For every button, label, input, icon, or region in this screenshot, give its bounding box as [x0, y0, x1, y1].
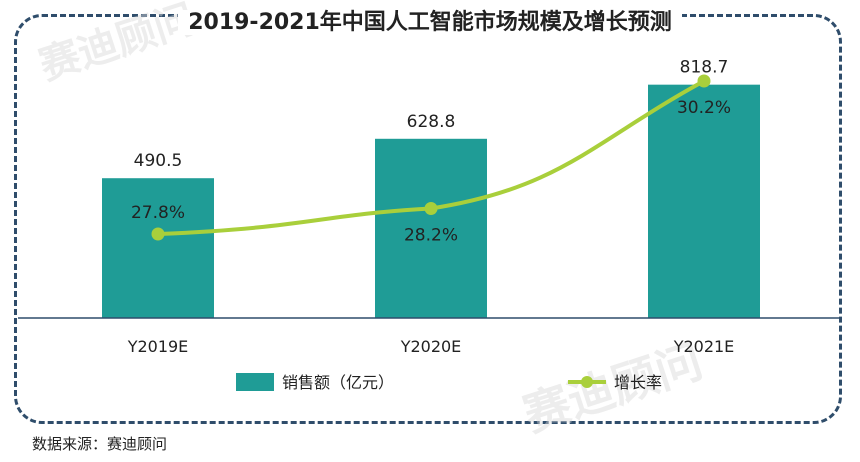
bar-value-label: 628.8 — [407, 112, 456, 132]
chart-title: 2019-2021年中国人工智能市场规模及增长预测 — [0, 4, 860, 36]
x-tick-label: Y2019E — [127, 337, 189, 356]
growth-rate-point — [697, 74, 711, 88]
growth-rate-label: 28.2% — [404, 226, 458, 246]
bar-y2020e — [375, 138, 487, 318]
legend-bar-label: 销售额（亿元） — [282, 373, 394, 392]
line-layer — [151, 74, 711, 241]
growth-rate-point — [151, 227, 165, 241]
bar-value-label: 818.7 — [680, 58, 729, 78]
axis-layer: Y2019E Y2020E Y2021E — [18, 317, 842, 356]
bar-y2019e — [102, 178, 214, 318]
legend-bar-swatch — [236, 373, 274, 391]
growth-rate-label: 30.2% — [677, 98, 731, 118]
growth-rate-label: 27.8% — [131, 203, 185, 223]
source-note: 数据来源：赛迪顾问 — [32, 435, 168, 453]
legend-layer: 销售额（亿元） 增长率 — [236, 373, 662, 392]
legend-line-marker — [581, 376, 593, 388]
bars-layer — [102, 84, 760, 318]
labels-layer: 490.5 628.8 818.7 27.8% 28.2% 30.2% — [131, 58, 731, 246]
bar-y2021e — [648, 84, 760, 318]
legend-line-label: 增长率 — [614, 373, 662, 392]
bar-value-label: 490.5 — [134, 151, 183, 171]
x-tick-label: Y2020E — [400, 337, 462, 356]
x-tick-label: Y2021E — [673, 337, 735, 356]
chart-title-text: 2019-2021年中国人工智能市场规模及增长预测 — [178, 10, 682, 35]
growth-rate-point — [424, 202, 438, 215]
